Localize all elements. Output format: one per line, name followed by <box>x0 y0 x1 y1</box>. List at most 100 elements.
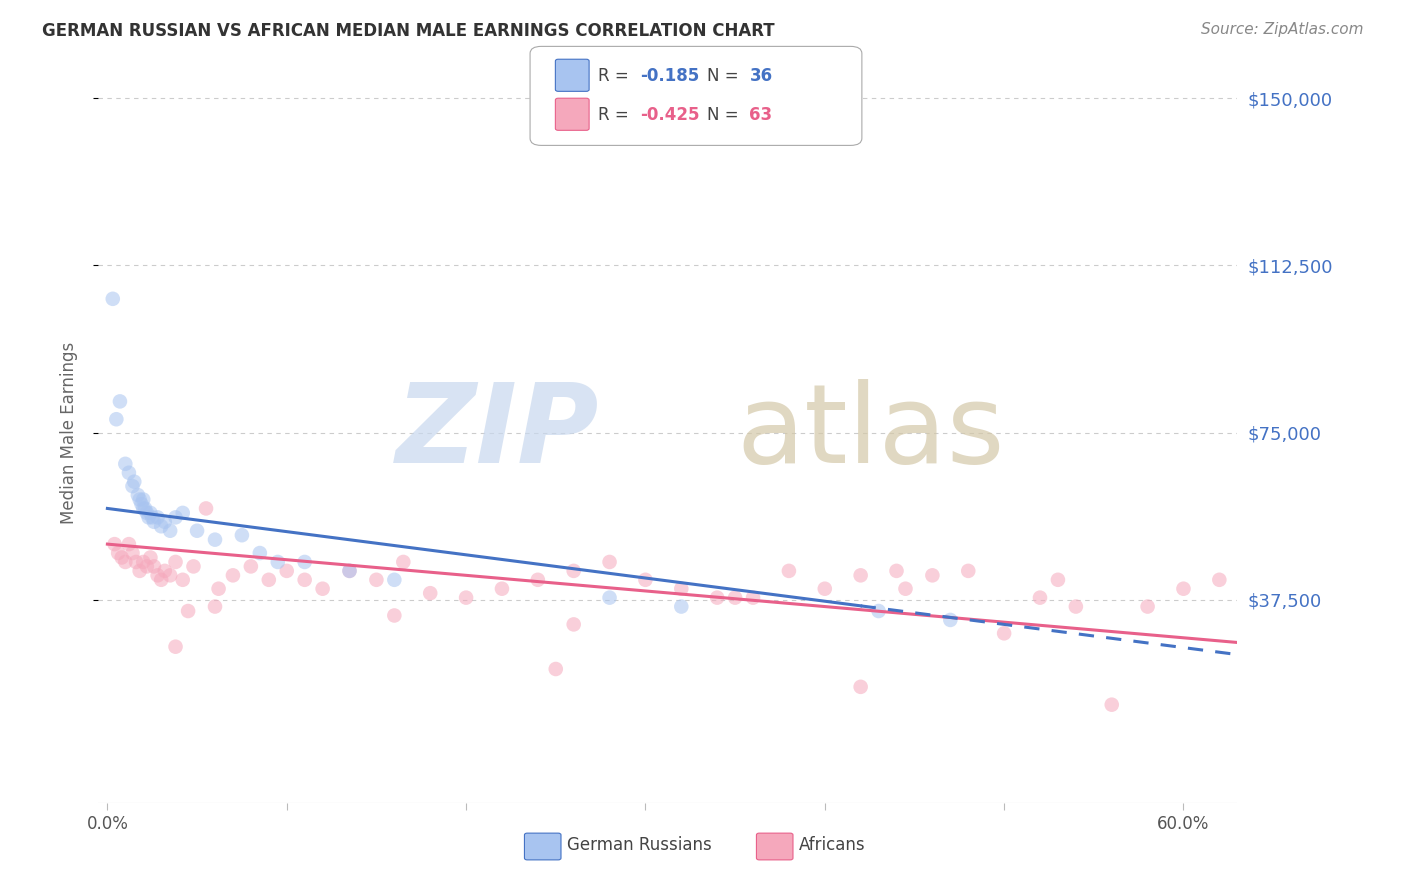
Point <box>921 568 943 582</box>
Point <box>599 591 621 605</box>
Point <box>527 573 550 587</box>
Point <box>165 510 187 524</box>
Point <box>146 568 169 582</box>
Point <box>339 564 361 578</box>
Point <box>186 524 208 538</box>
Text: atlas: atlas <box>737 379 1005 486</box>
Text: N =: N = <box>707 106 744 124</box>
Point <box>101 292 124 306</box>
Text: 36: 36 <box>749 67 772 85</box>
Point <box>1046 573 1069 587</box>
Point <box>231 528 253 542</box>
Point <box>1208 573 1230 587</box>
Point <box>706 591 728 605</box>
Point <box>128 492 150 507</box>
Point <box>392 555 415 569</box>
Point <box>1101 698 1123 712</box>
Point <box>125 555 148 569</box>
Point <box>1029 591 1052 605</box>
Point <box>562 617 585 632</box>
Point <box>153 515 176 529</box>
Text: ZIP: ZIP <box>396 379 599 486</box>
Point <box>107 546 129 560</box>
Point <box>599 555 621 569</box>
Point <box>939 613 962 627</box>
Point <box>886 564 908 578</box>
Text: German Russians: German Russians <box>567 836 711 854</box>
Point <box>1173 582 1195 596</box>
Point <box>339 564 361 578</box>
Point <box>207 582 229 596</box>
Point <box>257 573 280 587</box>
Point <box>671 599 693 614</box>
Point <box>724 591 747 605</box>
Point <box>108 394 131 409</box>
Point <box>118 466 141 480</box>
Point <box>135 506 157 520</box>
Point <box>742 591 765 605</box>
Y-axis label: Median Male Earnings: Median Male Earnings <box>59 342 77 524</box>
Point <box>366 573 388 587</box>
Point <box>454 591 477 605</box>
Point <box>111 550 134 565</box>
Point <box>634 573 657 587</box>
Text: R =: R = <box>598 106 634 124</box>
Point <box>177 604 200 618</box>
Point <box>114 457 136 471</box>
Point <box>382 608 405 623</box>
Point <box>671 582 693 596</box>
Point <box>249 546 271 560</box>
Point <box>132 492 155 507</box>
Point <box>294 555 316 569</box>
Point <box>143 559 166 574</box>
Point <box>778 564 800 578</box>
Text: 63: 63 <box>749 106 772 124</box>
Point <box>993 626 1015 640</box>
Text: N =: N = <box>707 67 744 85</box>
Point <box>132 501 155 516</box>
Point <box>135 559 157 574</box>
Text: Source: ZipAtlas.com: Source: ZipAtlas.com <box>1201 22 1364 37</box>
Point <box>103 537 125 551</box>
Point <box>150 519 173 533</box>
Point <box>165 555 187 569</box>
Point <box>1064 599 1087 614</box>
Point <box>128 564 150 578</box>
Point <box>105 412 128 426</box>
Point <box>132 555 155 569</box>
Point <box>183 559 205 574</box>
Point <box>121 479 143 493</box>
Point <box>957 564 980 578</box>
Point <box>491 582 513 596</box>
Point <box>146 510 169 524</box>
Point <box>849 680 872 694</box>
Point <box>150 573 173 587</box>
Point <box>311 582 333 596</box>
Point <box>544 662 567 676</box>
Point <box>114 555 136 569</box>
Point <box>159 568 181 582</box>
Point <box>894 582 917 596</box>
Point <box>1136 599 1159 614</box>
Point <box>849 568 872 582</box>
Point <box>172 573 194 587</box>
Point <box>204 599 226 614</box>
Point <box>562 564 585 578</box>
Point <box>139 550 162 565</box>
Point <box>267 555 290 569</box>
Point <box>153 564 176 578</box>
Point <box>276 564 298 578</box>
Point <box>138 510 160 524</box>
Point <box>172 506 194 520</box>
Point <box>419 586 441 600</box>
Point <box>141 510 163 524</box>
Point <box>294 573 316 587</box>
Text: Africans: Africans <box>799 836 865 854</box>
Point <box>143 515 166 529</box>
Point <box>131 497 153 511</box>
Point <box>814 582 837 596</box>
Point <box>139 506 162 520</box>
Point <box>222 568 245 582</box>
Point <box>204 533 226 547</box>
Text: GERMAN RUSSIAN VS AFRICAN MEDIAN MALE EARNINGS CORRELATION CHART: GERMAN RUSSIAN VS AFRICAN MEDIAN MALE EA… <box>42 22 775 40</box>
